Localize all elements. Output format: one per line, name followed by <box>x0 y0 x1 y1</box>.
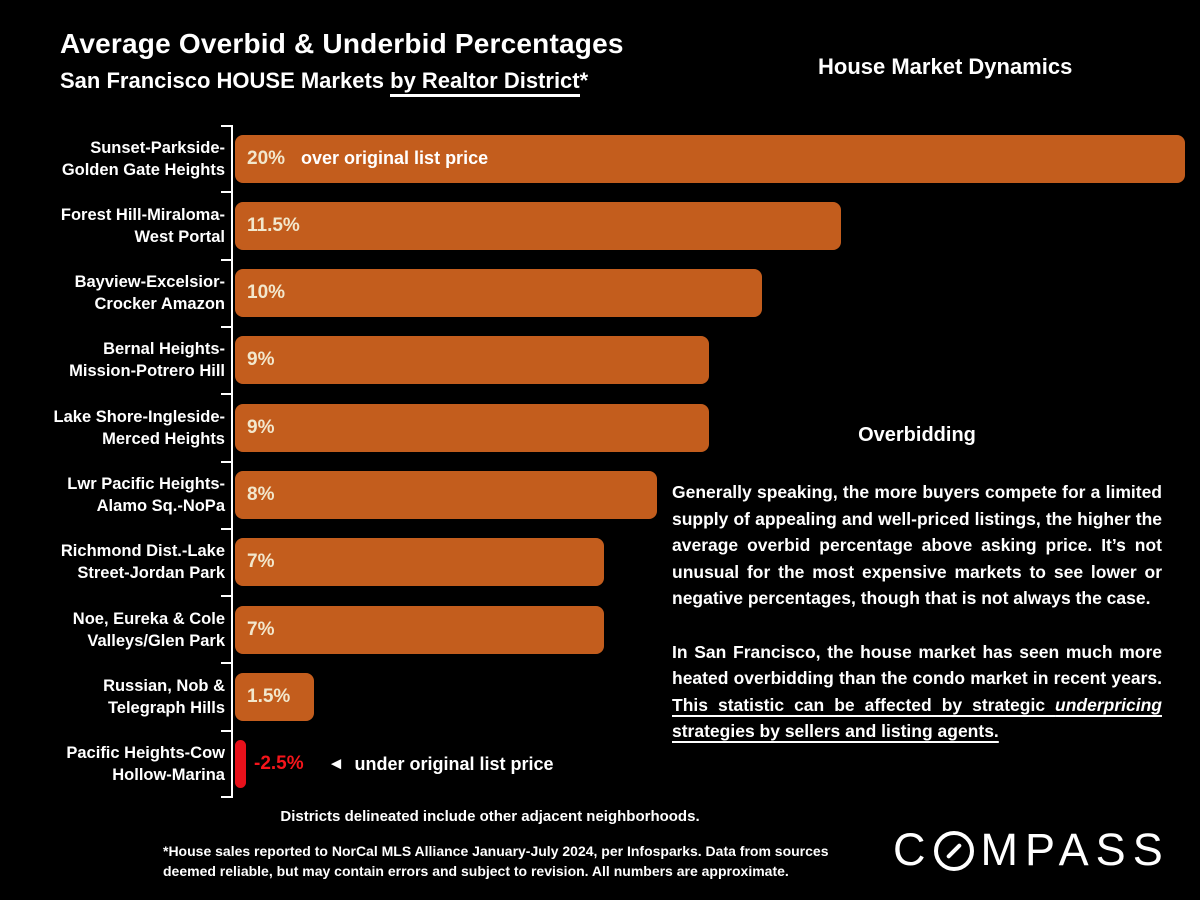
bar-value-label: 9% <box>247 349 275 371</box>
chart-row: Richmond Dist.-Lake Street-Jordan Park 7% <box>0 529 1200 596</box>
bar-positive: 7% <box>235 538 604 587</box>
chart-row: Pacific Heights-Cow Hollow-Marina -2.5% ◄ u… <box>0 731 1200 798</box>
axis-tick <box>221 595 232 597</box>
axis-tick <box>221 662 232 664</box>
bar-value-label: 11.5% <box>247 214 300 236</box>
axis-tick <box>221 191 232 193</box>
page-subtitle: San Francisco HOUSE Markets by Realtor D… <box>60 68 589 97</box>
bar-positive: 10% <box>235 269 762 318</box>
bar-zone: 1.5% <box>235 663 1200 730</box>
axis-tick <box>221 259 232 261</box>
axis-tick <box>221 796 232 798</box>
negative-value-label: -2.5% <box>254 753 304 775</box>
para2-underlined-1: This statistic can be affected by strate… <box>672 694 1056 715</box>
districts-note: Districts delineated include other adjac… <box>280 808 700 825</box>
compass-logo: C MPASS <box>893 824 1170 876</box>
bar-zone: 11.5% <box>235 192 1200 259</box>
overbidding-heading: Overbidding <box>858 424 976 446</box>
chart-row: Noe, Eureka & Cole Valleys/Glen Park 7% <box>0 596 1200 663</box>
bar-value-label: 7% <box>247 618 275 640</box>
bar-zone: 9% <box>235 394 1200 461</box>
bar-positive: 1.5% <box>235 672 315 721</box>
bar-value-label: 8% <box>247 484 275 505</box>
category-label: Richmond Dist.-Lake Street-Jordan Park <box>60 542 225 583</box>
over-list-price-note: over original list price <box>301 148 489 168</box>
chart-axis-line <box>231 125 233 798</box>
axis-tick <box>221 393 232 395</box>
bar-value-label: 10% <box>247 282 286 304</box>
category-label: Noe, Eureka & Cole Valleys/Glen Park <box>72 609 225 650</box>
axis-tick <box>221 528 232 530</box>
bar-positive: 9% <box>235 336 710 385</box>
chart-row: Forest Hill-Miraloma- West Portal 11.5% <box>0 192 1200 259</box>
axis-tick <box>221 730 232 732</box>
bar-value-label: 9% <box>247 416 275 438</box>
compass-o-needle-icon <box>933 831 974 871</box>
chart-row: Bernal Heights- Mission-Potrero Hill 9% <box>0 327 1200 394</box>
category-label: Lwr Pacific Heights- Alamo Sq.-NoPa <box>67 475 225 515</box>
bar-positive: 7% <box>235 605 604 654</box>
bar-zone: 7% <box>235 596 1200 663</box>
footnote-line-1: *House sales reported to NorCal MLS Alli… <box>163 843 829 859</box>
bar-negative <box>235 740 246 789</box>
bar-zone: 9% <box>235 327 1200 394</box>
para2-underlined-2: strategies by sellers and listing agents… <box>672 721 999 741</box>
bar-zone: 7% <box>235 529 1200 596</box>
category-label: Bayview-Excelsior- Crocker Amazon <box>74 273 225 314</box>
chart-row: Russian, Nob & Telegraph Hills 1.5% <box>0 663 1200 730</box>
bar-zone: 10% <box>235 260 1200 327</box>
overbid-bar-chart: Sunset-Parkside- Golden Gate Heights 20% o… <box>0 125 1200 798</box>
axis-tick <box>221 125 232 127</box>
source-footnote: *House sales reported to NorCal MLS Alli… <box>163 841 829 881</box>
chart-row: Bayview-Excelsior- Crocker Amazon 10% <box>0 260 1200 327</box>
bar-zone: 8% <box>235 462 1200 529</box>
bar-positive: 8% <box>235 471 657 519</box>
footnote-line-2: deemed reliable, but may contain errors … <box>163 863 789 879</box>
category-label: Bernal Heights- Mission-Potrero Hill <box>69 340 225 381</box>
para2-italic-underpricing: underpricing <box>1055 694 1162 715</box>
overbidding-paragraph-1: Generally speaking, the more buyers comp… <box>672 482 1162 608</box>
overbidding-commentary: Overbidding Generally speaking, the more… <box>672 424 1162 772</box>
category-label: Forest Hill-Miraloma- West Portal <box>60 205 225 246</box>
axis-tick <box>221 461 232 463</box>
chart-row: Lwr Pacific Heights- Alamo Sq.-NoPa 8% <box>0 462 1200 529</box>
chart-row: Lake Shore-Ingleside- Merced Heights 9% <box>0 394 1200 461</box>
overbidding-paragraph-2: In San Francisco, the house market has s… <box>672 639 1162 745</box>
axis-tick <box>221 326 232 328</box>
logo-letter-c: C <box>893 824 933 875</box>
bar-positive: 20% over original list price <box>235 134 1185 183</box>
category-label: Pacific Heights-Cow Hollow-Marina <box>66 744 225 785</box>
subtitle-underlined: by Realtor District <box>390 68 580 97</box>
under-list-price-note: under original list price <box>354 753 554 774</box>
bar-zone: -2.5% ◄ under original list price <box>235 731 1200 798</box>
para2-plain: In San Francisco, the house market has s… <box>672 641 1162 689</box>
subtitle-prefix: San Francisco HOUSE Markets <box>60 68 391 93</box>
bar-value-label: 7% <box>247 551 275 573</box>
chart-row: Sunset-Parkside- Golden Gate Heights 20% o… <box>0 125 1200 192</box>
subtitle-asterisk: * <box>579 68 589 93</box>
logo-letters-mpass: MPASS <box>980 824 1170 875</box>
series-tagline: House Market Dynamics <box>818 54 1073 79</box>
under-list-arrow-icon: ◄ <box>327 754 345 774</box>
category-label: Lake Shore-Ingleside- Merced Heights <box>53 407 225 448</box>
page-title: Average Overbid & Underbid Percentages <box>60 28 624 59</box>
bar-positive: 9% <box>235 403 710 452</box>
bar-positive: 11.5% <box>235 201 842 250</box>
category-label: Sunset-Parkside- Golden Gate Heights <box>61 138 225 179</box>
bar-value-label: 1.5% <box>247 685 291 707</box>
bar-value-label: 20% <box>247 147 286 169</box>
bar-zone: 20% over original list price <box>235 125 1200 192</box>
category-label: Russian, Nob & Telegraph Hills <box>103 676 225 717</box>
